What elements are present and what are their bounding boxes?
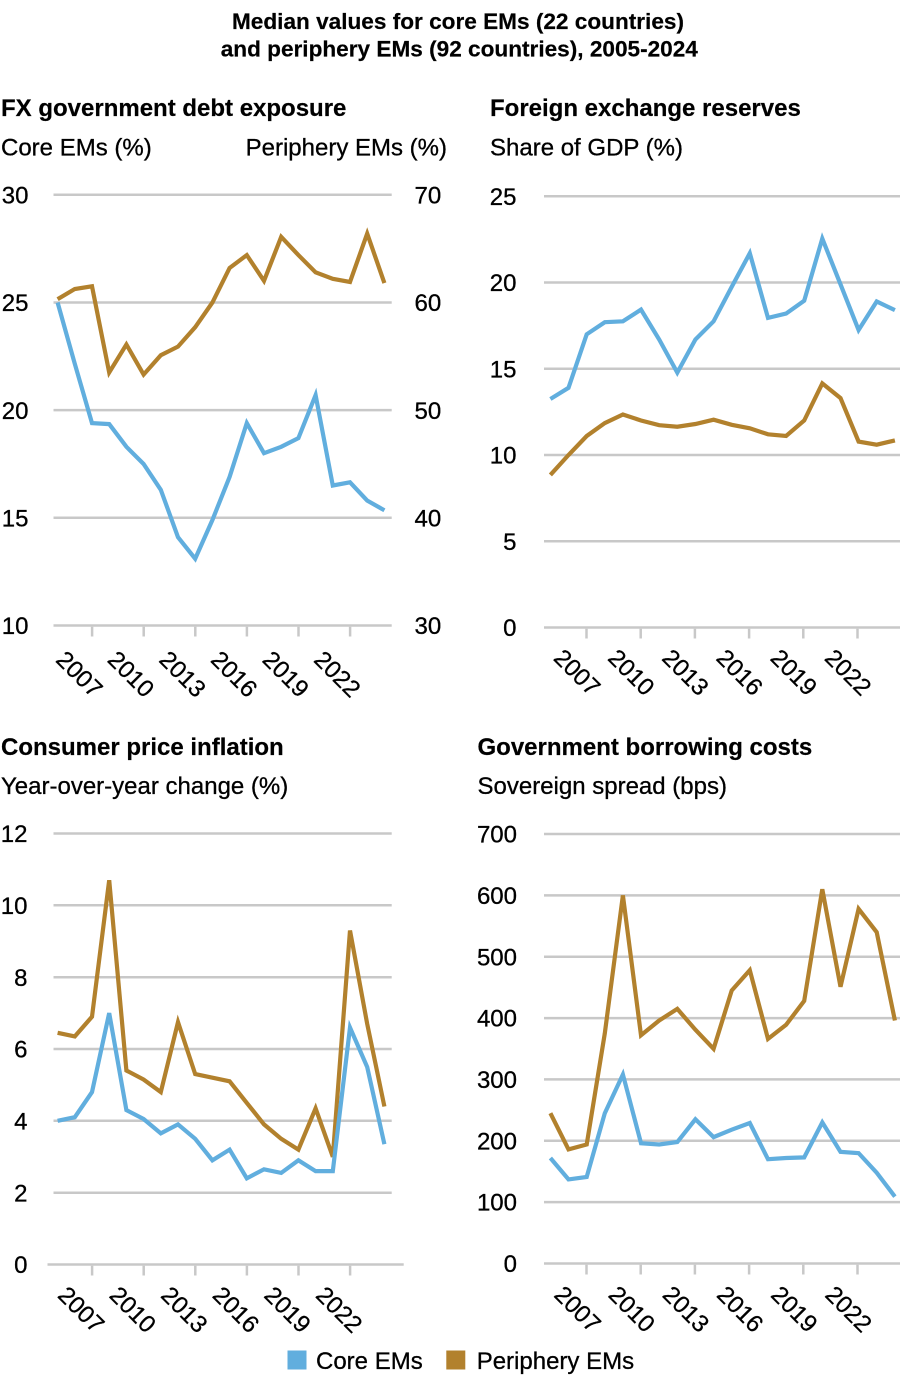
svg-text:500: 500 [477, 944, 517, 971]
svg-text:Share of GDP (%): Share of GDP (%) [490, 134, 683, 161]
svg-text:10: 10 [1, 893, 28, 920]
svg-text:12: 12 [1, 821, 28, 848]
svg-text:0: 0 [14, 1252, 27, 1279]
svg-text:Periphery EMs: Periphery EMs [477, 1348, 634, 1375]
svg-text:100: 100 [477, 1190, 517, 1217]
svg-text:Core EMs (%): Core EMs (%) [1, 134, 152, 161]
svg-text:Periphery EMs (%): Periphery EMs (%) [246, 134, 447, 161]
svg-text:40: 40 [415, 505, 442, 532]
svg-text:10: 10 [2, 613, 29, 640]
svg-text:400: 400 [477, 1006, 517, 1033]
svg-text:Foreign exchange reserves: Foreign exchange reserves [490, 95, 801, 122]
svg-text:30: 30 [415, 613, 442, 640]
svg-text:6: 6 [14, 1037, 27, 1064]
svg-text:and periphery EMs (92 countrie: and periphery EMs (92 countries), 2005-2… [221, 36, 699, 61]
svg-text:10: 10 [490, 443, 517, 470]
svg-text:Sovereign spread (bps): Sovereign spread (bps) [478, 773, 727, 800]
svg-text:Consumer price inflation: Consumer price inflation [1, 734, 284, 761]
svg-text:300: 300 [477, 1067, 517, 1094]
svg-text:50: 50 [415, 398, 442, 425]
svg-text:600: 600 [477, 883, 517, 910]
svg-text:Core EMs: Core EMs [316, 1348, 423, 1375]
svg-text:700: 700 [477, 822, 517, 849]
svg-text:5: 5 [503, 529, 516, 556]
svg-text:Median values for core EMs (22: Median values for core EMs (22 countries… [232, 9, 684, 34]
svg-text:FX government debt exposure: FX government debt exposure [1, 95, 346, 122]
svg-text:15: 15 [490, 356, 517, 383]
svg-text:30: 30 [2, 182, 29, 209]
svg-text:70: 70 [415, 182, 442, 209]
svg-text:2: 2 [14, 1180, 27, 1207]
svg-text:25: 25 [2, 290, 29, 317]
svg-text:Year-over-year change (%): Year-over-year change (%) [1, 773, 288, 800]
svg-text:0: 0 [504, 1251, 517, 1278]
svg-text:Government borrowing costs: Government borrowing costs [478, 734, 813, 761]
svg-text:4: 4 [14, 1108, 27, 1135]
svg-text:0: 0 [503, 615, 516, 642]
svg-text:20: 20 [490, 270, 517, 297]
svg-text:20: 20 [2, 398, 29, 425]
svg-text:200: 200 [477, 1128, 517, 1155]
svg-text:60: 60 [415, 290, 442, 317]
svg-text:15: 15 [2, 505, 29, 532]
svg-text:8: 8 [14, 965, 27, 992]
svg-text:25: 25 [490, 184, 517, 211]
